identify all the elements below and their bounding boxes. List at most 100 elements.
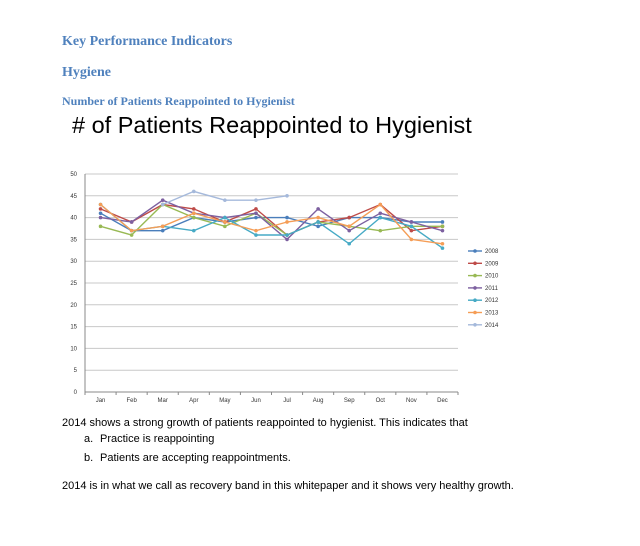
y-tick-label: 20 [70, 303, 77, 309]
data-point-2013 [285, 220, 289, 224]
data-point-2011 [378, 211, 383, 216]
y-tick-label: 25 [70, 281, 77, 287]
list-marker: a. [84, 433, 94, 445]
chart-title: # of Patients Reappointed to Hygienist [72, 112, 472, 138]
data-point-2008 [440, 220, 445, 224]
data-point-2013 [378, 202, 383, 207]
legend-label: 2010 [485, 274, 499, 280]
data-point-2010 [223, 224, 227, 229]
y-tick-label: 15 [70, 325, 77, 331]
data-point-2008 [160, 228, 165, 233]
x-tick-label: Apr [189, 398, 198, 404]
data-point-2008 [285, 215, 289, 220]
legend-label: 2008 [485, 249, 499, 255]
section-heading-kpi: Key Performance Indicators [62, 34, 233, 49]
legend-marker-2010 [473, 273, 477, 278]
x-tick-label: Sep [344, 398, 355, 404]
data-point-2008 [254, 215, 258, 220]
x-tick-label: Jul [283, 398, 291, 404]
data-point-2013 [191, 211, 196, 216]
y-tick-label: 0 [74, 390, 78, 396]
y-tick-label: 30 [70, 259, 77, 265]
data-point-2012 [378, 215, 383, 220]
data-point-2012 [191, 228, 196, 233]
legend-marker-2011 [473, 286, 477, 290]
data-point-2009 [191, 207, 196, 211]
legend-label: 2012 [485, 298, 499, 304]
data-point-2011 [409, 220, 414, 224]
data-point-2012 [316, 220, 320, 224]
y-tick-label: 50 [70, 172, 77, 178]
data-point-2012 [409, 224, 414, 229]
list-item-text: Practice is reappointing [100, 433, 215, 445]
data-point-2012 [347, 241, 352, 246]
legend-marker-2008 [473, 249, 477, 253]
data-point-2009 [409, 228, 414, 233]
data-point-2010 [440, 224, 445, 229]
legend-label: 2009 [485, 261, 499, 267]
data-point-2009 [98, 207, 103, 211]
y-tick-label: 40 [70, 216, 77, 222]
legend-marker-2014 [473, 323, 477, 327]
data-point-2009 [347, 215, 352, 220]
data-point-2013 [129, 228, 134, 233]
x-tick-label: Dec [437, 398, 448, 404]
list-marker: b. [84, 452, 94, 464]
y-tick-label: 35 [70, 237, 77, 243]
data-point-2010 [191, 215, 196, 220]
data-point-2014 [254, 198, 258, 202]
data-point-2013 [347, 224, 352, 229]
y-tick-label: 5 [74, 368, 78, 374]
paragraph-growth: 2014 shows a strong growth of patients r… [62, 417, 468, 429]
data-point-2011 [160, 198, 165, 202]
data-point-2014 [191, 189, 196, 194]
legend-label: 2013 [485, 311, 499, 317]
legend-label: 2014 [485, 323, 499, 329]
x-tick-label: Oct [376, 398, 386, 404]
legend-marker-2009 [473, 261, 477, 266]
paragraph-recovery-band: 2014 is in what we call as recovery band… [62, 480, 514, 492]
series-line-2009 [100, 203, 443, 236]
legend-marker-2012 [473, 298, 477, 303]
x-tick-label: Mar [158, 398, 168, 404]
section-heading-reappointed: Number of Patients Reappointed to Hygien… [62, 94, 295, 108]
data-point-2010 [98, 224, 103, 229]
data-point-2011 [440, 228, 445, 233]
x-tick-label: Jan [96, 398, 106, 404]
section-heading-hygiene: Hygiene [62, 65, 111, 80]
data-point-2009 [254, 207, 258, 211]
data-point-2014 [160, 202, 165, 207]
data-point-2010 [378, 228, 383, 233]
data-point-2008 [98, 211, 103, 216]
data-point-2008 [316, 224, 320, 229]
y-tick-label: 45 [70, 194, 77, 200]
x-tick-label: Aug [313, 398, 324, 404]
data-point-2011 [285, 237, 289, 242]
data-point-2011 [316, 207, 320, 211]
data-point-2013 [409, 237, 414, 242]
list-item-text: Patients are accepting reappointments. [100, 452, 291, 464]
data-point-2012 [285, 233, 289, 237]
line-chart: 0 5 10 15 20 25 30 35 40 45 50 Jan Feb Mar Apr May Jun Ju… [70, 172, 499, 404]
series-line-2013 [100, 203, 443, 245]
data-point-2013 [316, 215, 320, 220]
data-point-2012 [440, 246, 445, 250]
data-point-2012 [254, 233, 258, 237]
data-point-2012 [223, 215, 227, 220]
series-line-2014 [162, 190, 288, 206]
data-point-2013 [98, 202, 103, 207]
series-line-2010 [100, 203, 443, 236]
list-item: a. Practice is reappointing [84, 433, 214, 445]
x-tick-label: Nov [406, 398, 417, 404]
data-point-2010 [129, 233, 134, 237]
data-point-2013 [254, 228, 258, 233]
data-point-2011 [347, 228, 352, 233]
data-point-2013 [160, 224, 165, 229]
list-item: b. Patients are accepting reappointments. [84, 452, 291, 464]
data-point-2013 [440, 241, 445, 246]
data-point-2011 [98, 215, 103, 220]
y-tick-label: 10 [70, 346, 77, 352]
legend-label: 2011 [485, 286, 499, 292]
data-point-2014 [223, 198, 227, 202]
x-tick-label: Jun [251, 398, 261, 404]
